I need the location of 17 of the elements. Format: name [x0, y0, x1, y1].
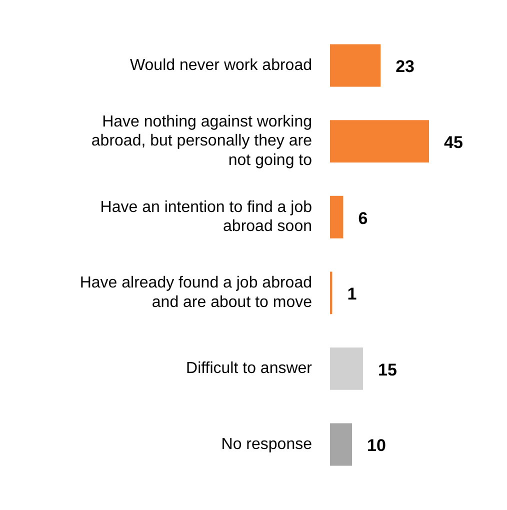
- y-tick-label: Would never work abroad: [130, 56, 312, 74]
- bar: [330, 44, 381, 87]
- y-tick-label: Have nothing against working abroad, but personally they are not going to: [91, 114, 312, 169]
- bar: [330, 196, 344, 238]
- data-label: 23: [396, 57, 415, 76]
- data-label: 6: [358, 208, 368, 228]
- y-tick-label: Have an intention to find a job abroad soon: [100, 198, 312, 236]
- y-tick-label: Difficult to answer: [186, 360, 313, 378]
- data-label: 45: [444, 132, 463, 152]
- data-label: 1: [347, 284, 357, 304]
- data-label: 15: [378, 360, 397, 380]
- bar: [330, 423, 352, 466]
- bar: [330, 120, 429, 163]
- y-tick-label: No response: [221, 436, 312, 453]
- y-tick-label: Have already found a job abroad and are about to move: [80, 274, 312, 311]
- data-label: 10: [367, 436, 386, 456]
- bar: [330, 347, 363, 390]
